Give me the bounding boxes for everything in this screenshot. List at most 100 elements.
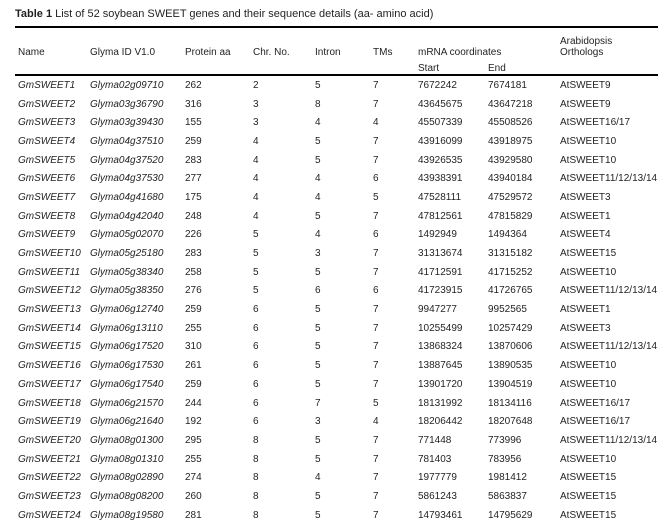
- table-caption-label: Table 1: [15, 8, 53, 20]
- cell-mrna_start: 9947277: [418, 304, 457, 316]
- cell-intron: 4: [315, 117, 321, 129]
- cell-mrna_end: 18134116: [488, 397, 532, 409]
- cell-chr_no: 8: [253, 509, 259, 521]
- cell-intron: 5: [315, 509, 321, 521]
- cell-mrna_end: 41715252: [488, 266, 533, 278]
- table-row: GmSWEET19 Glyma06g21640 192 6 3 4 18206442 1820…: [15, 412, 658, 431]
- cell-name: GmSWEET7: [18, 191, 76, 203]
- cell-chr_no: 8: [253, 434, 259, 446]
- table-row: GmSWEET15 Glyma06g17520 310 6 5 7 13868324 1387…: [15, 338, 658, 357]
- cell-mrna_start: 18206442: [418, 416, 463, 428]
- col-subheader-end: End: [485, 58, 557, 76]
- col-header-name: Name: [18, 47, 45, 58]
- cell-mrna_end: 1494364: [488, 229, 527, 241]
- cell-mrna_end: 47529572: [488, 191, 533, 203]
- cell-name: GmSWEET19: [18, 416, 81, 428]
- cell-mrna_end: 47815829: [488, 210, 533, 222]
- cell-intron: 5: [315, 210, 321, 222]
- cell-mrna_start: 45507339: [418, 117, 463, 129]
- cell-mrna_start: 43916099: [418, 135, 463, 147]
- cell-protein_aa: 260: [185, 490, 202, 502]
- cell-tms: 7: [373, 154, 379, 166]
- cell-intron: 5: [315, 154, 321, 166]
- table-row: GmSWEET24 Glyma08g19580 281 8 5 7 14793461 1479…: [15, 506, 658, 525]
- cell-chr_no: 3: [253, 98, 259, 110]
- cell-arabidopsis_ortholog: AtSWEET11/12/13/14: [560, 173, 658, 185]
- cell-mrna_start: 18131992: [418, 397, 463, 409]
- cell-arabidopsis_ortholog: AtSWEET11/12/13/14: [560, 434, 658, 446]
- cell-arabidopsis_ortholog: AtSWEET10: [560, 360, 617, 372]
- cell-arabidopsis_ortholog: AtSWEET16/17: [560, 117, 631, 129]
- cell-chr_no: 5: [253, 248, 259, 260]
- col-header-arabidopsis-orthologs: Arabidopsis Orthologs: [560, 36, 613, 58]
- cell-glyma_id: Glyma04g37510: [90, 135, 164, 147]
- cell-mrna_end: 18207648: [488, 416, 533, 428]
- cell-name: GmSWEET6: [18, 173, 76, 185]
- cell-arabidopsis_ortholog: AtSWEET1: [560, 210, 611, 222]
- cell-glyma_id: Glyma04g42040: [90, 210, 164, 222]
- cell-tms: 7: [373, 135, 379, 147]
- cell-intron: 5: [315, 453, 321, 465]
- table-caption: Table 1 List of 52 soybean SWEET genes an…: [15, 0, 658, 26]
- cell-mrna_start: 13901720: [418, 378, 463, 390]
- cell-chr_no: 5: [253, 229, 259, 241]
- cell-protein_aa: 310: [185, 341, 202, 353]
- table-row: GmSWEET22 Glyma08g02890 274 8 4 7 1977779 19814…: [15, 468, 658, 487]
- cell-mrna_start: 1977779: [418, 472, 457, 484]
- cell-chr_no: 8: [253, 453, 259, 465]
- table-row: GmSWEET13 Glyma06g12740 259 6 5 7 9947277 99525…: [15, 300, 658, 319]
- cell-intron: 8: [315, 98, 321, 110]
- cell-arabidopsis_ortholog: AtSWEET9: [560, 98, 611, 110]
- cell-intron: 4: [315, 191, 321, 203]
- cell-tms: 7: [373, 434, 379, 446]
- cell-tms: 4: [373, 117, 379, 129]
- cell-protein_aa: 277: [185, 173, 202, 185]
- cell-protein_aa: 295: [185, 434, 202, 446]
- table-row: GmSWEET3 Glyma03g39430 155 3 4 4 45507339 45508…: [15, 113, 658, 132]
- cell-name: GmSWEET16: [18, 360, 81, 372]
- cell-glyma_id: Glyma05g38350: [90, 285, 164, 297]
- cell-mrna_end: 9952565: [488, 304, 527, 316]
- cell-chr_no: 5: [253, 266, 259, 278]
- cell-protein_aa: 248: [185, 210, 202, 222]
- cell-mrna_end: 5863837: [488, 490, 527, 502]
- cell-arabidopsis_ortholog: AtSWEET3: [560, 191, 611, 203]
- cell-chr_no: 6: [253, 341, 259, 353]
- cell-chr_no: 6: [253, 304, 259, 316]
- cell-tms: 7: [373, 509, 379, 521]
- cell-mrna_start: 43938391: [418, 173, 463, 185]
- cell-chr_no: 6: [253, 360, 259, 372]
- cell-mrna_start: 43645675: [418, 98, 463, 110]
- cell-glyma_id: Glyma06g17540: [90, 378, 164, 390]
- subheader-spacer-right: [557, 58, 658, 76]
- cell-tms: 7: [373, 98, 379, 110]
- cell-tms: 7: [373, 378, 379, 390]
- cell-intron: 5: [315, 341, 321, 353]
- cell-mrna_end: 10257429: [488, 322, 533, 334]
- cell-arabidopsis_ortholog: AtSWEET1: [560, 304, 611, 316]
- cell-glyma_id: Glyma05g25180: [90, 248, 164, 260]
- cell-mrna_end: 43647218: [488, 98, 533, 110]
- cell-chr_no: 4: [253, 210, 259, 222]
- cell-name: GmSWEET11: [18, 266, 81, 278]
- cell-name: GmSWEET3: [18, 117, 76, 129]
- header-row-sub: Start End: [15, 58, 658, 76]
- cell-name: GmSWEET5: [18, 154, 76, 166]
- cell-intron: 7: [315, 397, 321, 409]
- cell-chr_no: 6: [253, 378, 259, 390]
- cell-protein_aa: 261: [185, 360, 202, 372]
- cell-intron: 5: [315, 266, 321, 278]
- cell-intron: 5: [315, 378, 321, 390]
- cell-arabidopsis_ortholog: AtSWEET10: [560, 378, 617, 390]
- table-row: GmSWEET12 Glyma05g38350 276 5 6 6 41723915 4172…: [15, 282, 658, 301]
- cell-name: GmSWEET9: [18, 229, 76, 241]
- cell-chr_no: 6: [253, 416, 259, 428]
- cell-arabidopsis_ortholog: AtSWEET10: [560, 154, 617, 166]
- table-caption-text: List of 52 soybean SWEET genes and their…: [55, 8, 434, 20]
- table-row: GmSWEET7 Glyma04g41680 175 4 4 5 47528111 47529…: [15, 188, 658, 207]
- cell-protein_aa: 155: [185, 117, 202, 129]
- cell-protein_aa: 244: [185, 397, 202, 409]
- cell-name: GmSWEET2: [18, 98, 76, 110]
- cell-intron: 5: [315, 360, 321, 372]
